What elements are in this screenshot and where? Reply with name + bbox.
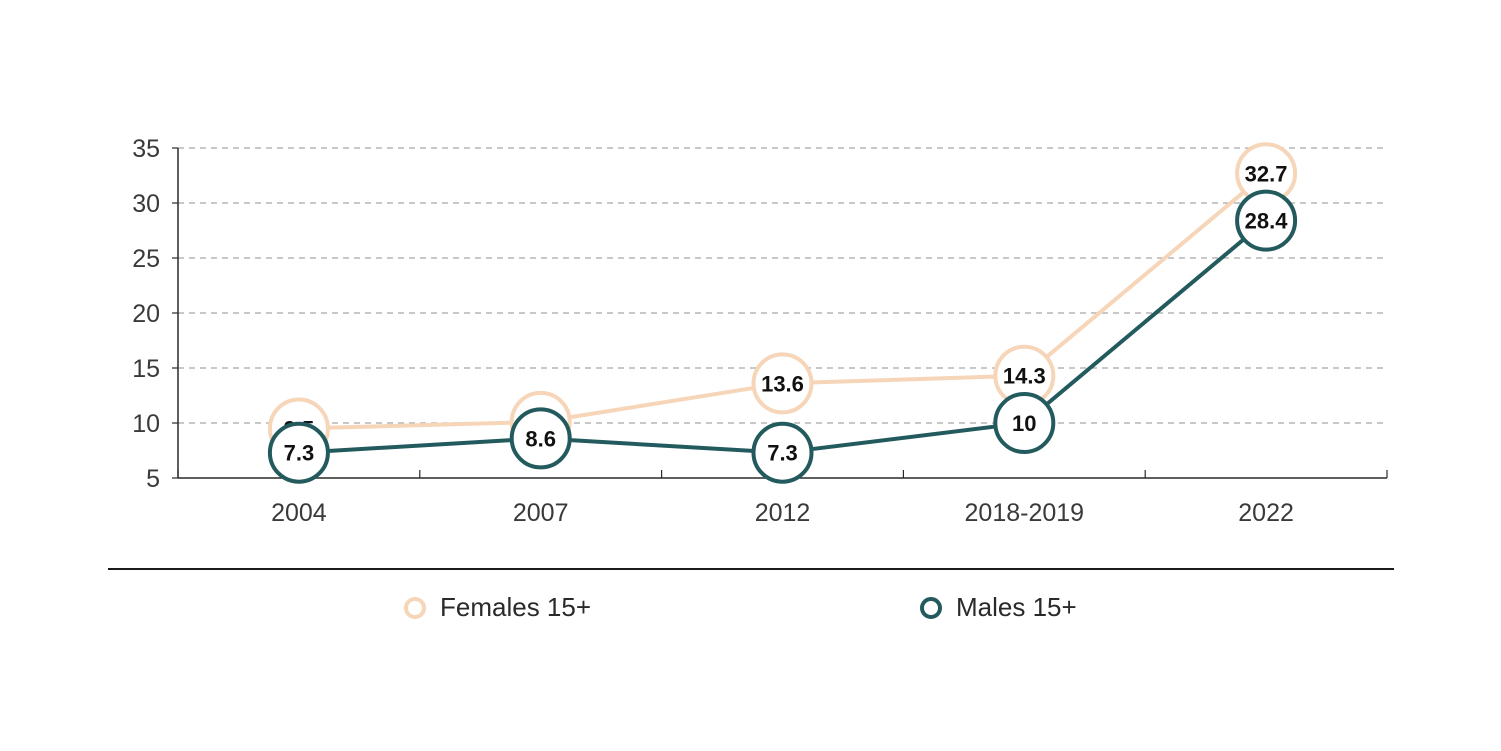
data-point — [267, 421, 330, 484]
y-tick-label: 15 — [132, 355, 160, 383]
markers-males: 7.3 8.6 7.3 10 28.4 — [267, 189, 1298, 484]
y-tick-label: 20 — [132, 300, 160, 328]
data-label: 7.3 — [767, 441, 798, 466]
y-tick-label: 5 — [146, 465, 160, 493]
series-males — [298, 219, 1268, 455]
legend-separator — [108, 568, 1394, 570]
data-label: 14.3 — [1003, 364, 1046, 389]
data-label: 32.7 — [1245, 161, 1288, 186]
x-tick-label: 2018-2019 — [965, 499, 1085, 527]
x-tick-label: 2004 — [271, 499, 327, 527]
y-tick-label: 35 — [132, 135, 160, 163]
data-label: 8.6 — [525, 426, 556, 451]
legend: Females 15+ Males 15+ — [0, 592, 1501, 632]
data-label: 13.6 — [761, 371, 804, 396]
y-tick-label: 25 — [132, 245, 160, 273]
legend-label-males: Males 15+ — [956, 592, 1077, 622]
series-line-males — [298, 219, 1268, 455]
data-point — [751, 352, 814, 415]
data-label: 10 — [1012, 411, 1036, 436]
data-label: 28.4 — [1245, 209, 1289, 234]
data-label: 7.3 — [284, 441, 315, 466]
legend-marker-females-icon — [404, 596, 426, 619]
markers-females: 9.510.113.614.332.7 — [267, 142, 1298, 460]
legend-item-males: Males 15+ — [920, 592, 1077, 623]
data-point — [509, 407, 572, 470]
y-tick-label: 30 — [132, 190, 160, 218]
gridlines — [178, 147, 1387, 424]
x-tick-label: 2022 — [1238, 499, 1294, 527]
tick-labels: 35 30 25 20 15 10 5 2004 2007 2012 2018-2019 2022 — [132, 135, 1294, 527]
data-point — [1235, 189, 1298, 252]
y-tick-label: 10 — [132, 410, 160, 438]
data-point — [751, 421, 814, 484]
data-point — [993, 392, 1056, 454]
legend-marker-males-icon — [920, 596, 942, 619]
x-tick-label: 2007 — [513, 499, 569, 527]
legend-item-females: Females 15+ — [404, 592, 591, 623]
x-tick-label: 2012 — [755, 499, 811, 527]
legend-label-females: Females 15+ — [440, 592, 592, 622]
